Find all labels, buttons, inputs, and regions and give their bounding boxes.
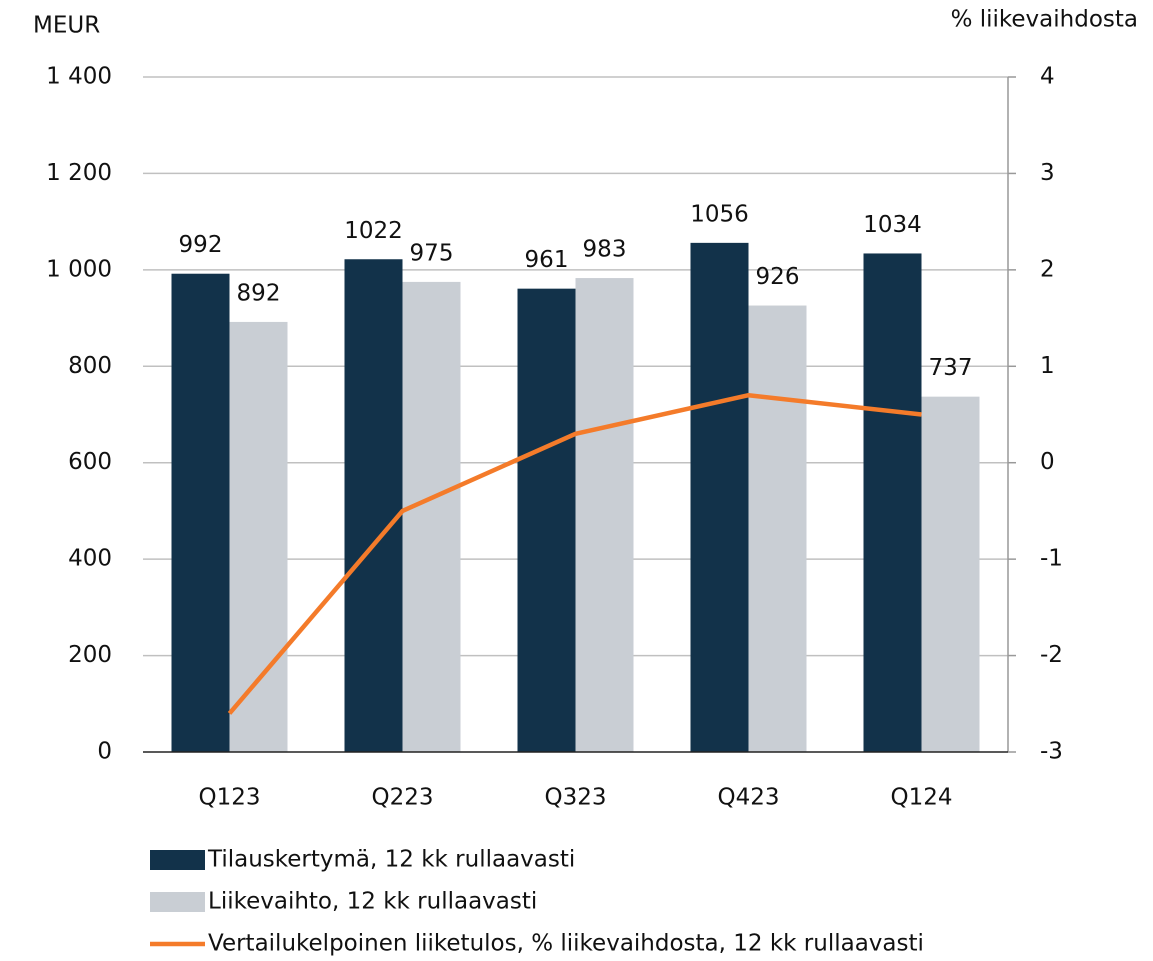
x-tick-label: Q323 — [544, 785, 606, 811]
y-tick-label: 800 — [68, 353, 112, 379]
y2-tick-label: -3 — [1040, 739, 1063, 765]
value-label: 1056 — [690, 201, 749, 227]
y2-axis-title: % liikevaihdosta — [951, 7, 1138, 33]
x-tick-label: Q223 — [371, 785, 433, 811]
bar — [344, 259, 403, 752]
bar — [402, 281, 461, 752]
value-label: 1034 — [863, 212, 922, 238]
value-label: 983 — [583, 237, 627, 263]
legend-label: Tilauskertymä, 12 kk rullaavasti — [207, 847, 575, 873]
legend-label: Liikevaihto, 12 kk rullaavasti — [208, 889, 537, 915]
bar — [171, 273, 230, 752]
bar — [517, 288, 576, 752]
y-tick-label: 400 — [68, 546, 112, 572]
legend-swatch — [150, 892, 205, 912]
value-label: 926 — [756, 264, 800, 290]
bar — [575, 278, 634, 752]
y-tick-label: 0 — [97, 739, 112, 765]
value-label: 992 — [179, 232, 223, 258]
x-tick-label: Q124 — [890, 785, 952, 811]
y2-tick-label: 1 — [1040, 353, 1055, 379]
y2-tick-label: 3 — [1040, 160, 1055, 186]
value-label: 1022 — [344, 218, 403, 244]
x-tick-label: Q123 — [198, 785, 260, 811]
y2-tick-label: 2 — [1040, 256, 1055, 282]
bar — [690, 242, 749, 752]
x-tick-label: Q423 — [717, 785, 779, 811]
y2-tick-label: 4 — [1040, 64, 1055, 90]
y-tick-label: 600 — [68, 449, 112, 475]
bar — [863, 253, 922, 752]
legend-swatch — [150, 850, 205, 870]
line — [227, 392, 922, 715]
bar — [921, 396, 980, 752]
y2-tick-label: -1 — [1040, 546, 1063, 572]
y-axis-title: MEUR — [33, 13, 100, 39]
value-label: 961 — [525, 247, 569, 273]
value-label: 737 — [929, 355, 973, 381]
value-label: 892 — [237, 280, 281, 306]
y-tick-label: 1 200 — [46, 160, 112, 186]
y-tick-label: 1 000 — [46, 256, 112, 282]
y-tick-label: 1 400 — [46, 64, 112, 90]
value-label: 975 — [410, 240, 454, 266]
bar — [748, 305, 807, 752]
y2-tick-label: -2 — [1040, 642, 1063, 668]
y2-tick-label: 0 — [1040, 449, 1055, 475]
legend-label: Vertailukelpoinen liiketulos, % liikevai… — [208, 931, 924, 957]
y-tick-label: 200 — [68, 642, 112, 668]
bar — [229, 321, 288, 752]
